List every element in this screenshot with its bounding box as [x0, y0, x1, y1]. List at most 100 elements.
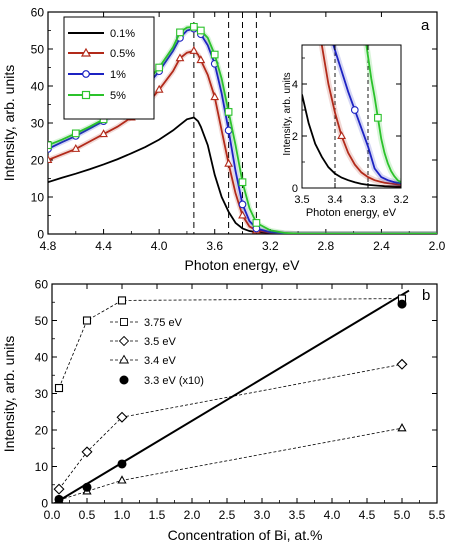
x-tick-label-3.4: 3.4 [327, 194, 342, 206]
x-tick-label-4.5: 4.5 [359, 508, 376, 522]
panel-a-x-axis-label: Photon energy, eV [185, 257, 301, 273]
panel-b-label: b [422, 287, 430, 304]
b-series-line-3.4-eV [58, 427, 403, 501]
point-1-20 [238, 200, 247, 209]
inset-series-line-0.5 [320, 45, 401, 186]
y-tick-label-2: 2 [292, 131, 298, 143]
point-5-10 [176, 28, 184, 37]
inset-background [302, 45, 401, 188]
b-legend-label-3.5: 3.5 eV [144, 336, 176, 348]
legend-label-1%: 1% [110, 69, 126, 81]
legend-item-0.5%: 0.5% [68, 47, 135, 60]
b-point-3.3-eV-x10-1 [82, 482, 92, 492]
b-legend-marker-3.4 [118, 354, 130, 364]
x-tick-label-1.5: 1.5 [149, 508, 166, 522]
x-tick-label-3.2: 3.2 [262, 239, 279, 253]
b-point-3.5-eV-2 [116, 411, 128, 423]
b-legend-marker-3.75 [120, 318, 128, 326]
fit-line [53, 289, 410, 503]
b-series-3.5-eV [53, 358, 408, 495]
point-5-2 [71, 129, 80, 138]
panel-b-y-ticks: 0 10 20 30 40 50 60 [35, 277, 437, 510]
point-5-14 [196, 26, 205, 35]
panel-b-x-axis-label: Concentration of Bi, at.% [168, 527, 323, 543]
point-0.5-12 [189, 45, 199, 54]
panel-a-legend: 0.1% 0.5% 1% 5% [63, 16, 155, 120]
x-tick-label-3.6: 3.6 [206, 239, 223, 253]
legend-label-0.1%: 0.1% [110, 28, 135, 40]
y-tick-label-30: 30 [31, 116, 45, 130]
x-tick-label-4.0: 4.0 [324, 508, 341, 522]
y-tick-label-20: 20 [35, 423, 49, 437]
point-0.5-8 [154, 84, 164, 93]
point-5-18 [224, 108, 233, 116]
inset-y-ticks: 0 2 4 [292, 57, 401, 195]
y-tick-label-10: 10 [35, 460, 49, 474]
point-0.5-0 [48, 155, 53, 164]
b-legend-item-3.5: 3.5 eV [110, 335, 176, 348]
inset-series-0.5 [318, 45, 401, 188]
x-tick-label-3.5: 3.5 [294, 194, 309, 206]
point-0.5-18 [224, 158, 234, 167]
inset-x-ticks: 3.5 3.4 3.3 3.2 [294, 45, 409, 206]
x-tick-label-3.5: 3.5 [289, 508, 306, 522]
point-5-22 [252, 219, 261, 227]
y-tick-label-60: 60 [35, 277, 49, 291]
legend-label-5%: 5% [110, 90, 126, 102]
legend-marker-1% [82, 70, 90, 78]
legend-item-0.1%: 0.1% [68, 28, 135, 40]
y-tick-label-50: 50 [35, 314, 49, 328]
y-tick-label-0: 0 [41, 496, 48, 510]
x-tick-label-2.4: 2.4 [373, 239, 390, 253]
b-series-3.3-eV-x10 [54, 299, 407, 503]
point-5-12 [190, 22, 198, 31]
inset-y-axis-label: Intensity, arb. units [282, 72, 293, 155]
panel-b-y-axis-label: Intensity, arb. units [1, 336, 17, 452]
panel-a-y-axis-label: Intensity, arb. units [1, 65, 17, 181]
x-tick-label-5.5: 5.5 [429, 508, 446, 522]
b-legend-label-3.4: 3.4 eV [144, 355, 176, 367]
y-tick-label-50: 50 [31, 42, 45, 56]
x-tick-label-2.8: 2.8 [318, 239, 335, 253]
y-tick-label-40: 40 [35, 350, 49, 364]
y-tick-label-40: 40 [31, 79, 45, 93]
b-series-3.4-eV [54, 423, 407, 503]
b-point-3.5-eV-1 [81, 446, 93, 458]
inset-series [302, 45, 401, 188]
b-point-3.3-eV-x10-3 [397, 299, 407, 309]
y-tick-label-30: 30 [35, 387, 49, 401]
point-0.5-10 [175, 53, 185, 62]
y-tick-label-0: 0 [37, 227, 44, 241]
b-point-3.75-eV-2 [117, 296, 127, 305]
b-point-3.5-eV-0 [53, 483, 65, 495]
point-5-0 [48, 141, 52, 150]
x-tick-label-3.0: 3.0 [254, 508, 271, 522]
b-point-3.4-eV-2 [117, 475, 127, 484]
inset-x-axis-label: Photon energy, eV [306, 207, 397, 219]
point-0.5-20 [238, 210, 247, 219]
y-tick-label-20: 20 [31, 153, 45, 167]
x-tick-label-4.0: 4.0 [151, 239, 168, 253]
point-5-8 [155, 63, 163, 72]
b-series-line-3.75-eV [58, 298, 403, 389]
x-tick-label-3.2: 3.2 [393, 194, 408, 206]
b-point-3.75-eV-1 [82, 316, 92, 325]
legend-marker-0.5% [80, 47, 92, 57]
x-tick-label-2.0: 2.0 [184, 508, 201, 522]
inset-series-5 [363, 45, 401, 185]
point-0.5-16 [210, 92, 220, 101]
inset-series-line-1 [332, 45, 401, 185]
b-point-3.3-eV-x10-2 [117, 459, 127, 469]
panel-b-legend: 3.75 eV 3.5 eV 3.4 eV 3.3 eV (x10) [110, 317, 204, 387]
y-tick-label-4: 4 [292, 79, 298, 91]
panel-a-label: a [421, 17, 430, 34]
point-0.5-4 [99, 129, 108, 138]
point-5-20 [238, 178, 247, 187]
x-tick-label-0.5: 0.5 [79, 508, 96, 522]
inset-series-line-5 [365, 45, 401, 184]
b-series-3.75-eV [54, 294, 407, 393]
x-tick-label-3.3: 3.3 [360, 194, 375, 206]
b-legend-item-3.3: 3.3 eV (x10) [119, 375, 204, 387]
